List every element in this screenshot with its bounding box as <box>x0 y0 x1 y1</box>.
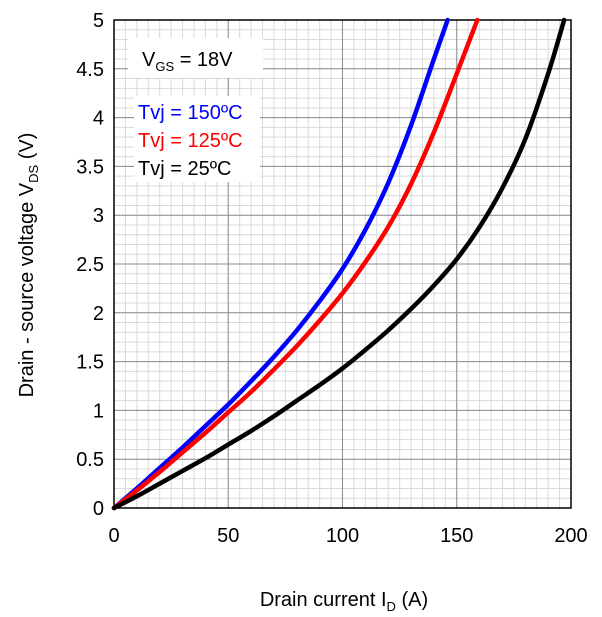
condition-box-bg <box>128 38 263 78</box>
x-axis-label: Drain current ID (A) <box>260 589 428 614</box>
y-axis-label: Drain - source voltage VDS (V) <box>16 133 41 398</box>
y-tick-label: 4 <box>93 108 104 130</box>
x-tick-label: 150 <box>440 525 473 547</box>
y-tick-label: 0.5 <box>76 449 104 471</box>
series-line-0 <box>111 17 450 511</box>
series-line-1 <box>111 17 480 511</box>
series-layer <box>111 17 567 511</box>
condition-label: VGS = 18V <box>142 49 233 74</box>
x-tick-label: 200 <box>554 525 587 547</box>
legend: Tvj = 150ºC Tvj = 125ºC Tvj = 25ºC <box>134 96 260 182</box>
series-line-2 <box>111 17 567 511</box>
y-axis-ticks: 0 0.5 1 1.5 2 2.5 3 3.5 4 4.5 5 <box>76 10 104 520</box>
legend-bg <box>134 96 260 182</box>
y-tick-label: 2.5 <box>76 254 104 276</box>
y-tick-label: 4.5 <box>76 59 104 81</box>
y-tick-label: 3 <box>93 205 104 227</box>
x-tick-label: 100 <box>326 525 359 547</box>
y-tick-label: 1 <box>93 400 104 422</box>
legend-entry-125c: Tvj = 125ºC <box>138 130 243 152</box>
y-tick-label: 1.5 <box>76 352 104 374</box>
x-tick-label: 0 <box>108 525 119 547</box>
x-tick-label: 50 <box>217 525 239 547</box>
y-tick-label: 5 <box>93 10 104 32</box>
y-tick-label: 2 <box>93 303 104 325</box>
plot-area-border <box>113 19 572 509</box>
x-axis-ticks: 0 50 100 150 200 <box>108 525 587 547</box>
y-tick-label: 3.5 <box>76 156 104 178</box>
condition-box: VGS = 18V <box>128 38 263 78</box>
legend-entry-150c: Tvj = 150ºC <box>138 102 243 124</box>
y-tick-label: 0 <box>93 498 104 520</box>
legend-entry-25c: Tvj = 25ºC <box>138 158 231 180</box>
